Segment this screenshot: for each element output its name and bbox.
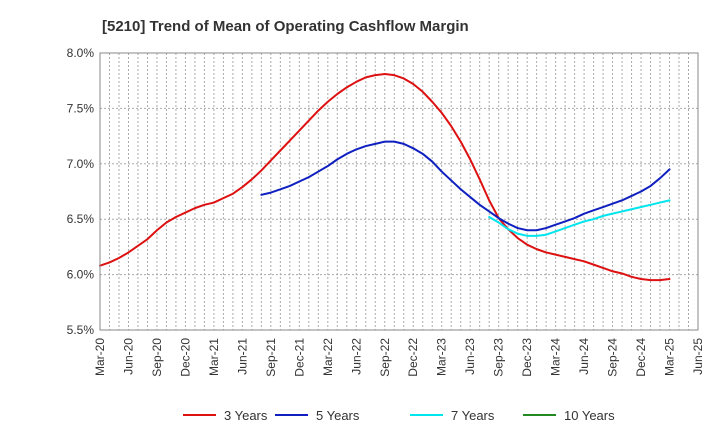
x-tick-label: Jun-24 [577,338,591,375]
chart-title: [5210] Trend of Mean of Operating Cashfl… [102,18,469,35]
x-tick-label: Jun-23 [463,338,477,375]
x-tick-label: Sep-20 [150,338,164,377]
x-tick-label: Jun-21 [235,338,249,375]
series-lines [99,73,671,282]
x-tick-label: Dec-23 [520,338,534,377]
legend-item-7-years: 7 Years [410,408,495,423]
x-axis-ticks: Mar-20 Jun-20 Sep-20 Dec-20 Mar-21 Jun-21 Sep-… [93,338,705,377]
x-tick-label: Jun-20 [121,338,135,375]
grid [100,53,698,330]
legend-label: 7 Years [451,408,495,423]
legend-item-10-years: 10 Years [523,408,615,423]
series-line-5-years [260,140,671,232]
x-tick-label: Mar-20 [93,338,107,376]
y-tick-label: 8.0% [67,46,95,60]
x-tick-label: Sep-22 [378,338,392,377]
legend-item-3-years: 3 Years [183,408,268,423]
series-line-7-years [488,199,671,237]
y-axis-ticks: 5.5% 6.0% 6.5% 7.0% 7.5% 8.0% [67,46,95,337]
y-tick-label: 6.5% [67,212,95,226]
y-tick-label: 7.5% [67,101,95,115]
x-tick-label: Dec-24 [634,338,648,377]
x-tick-label: Dec-20 [178,338,192,377]
plot-area-frame [99,52,699,331]
legend-label: 5 Years [316,408,360,423]
x-tick-label: Jun-22 [349,338,363,375]
legend-item-5-years: 5 Years [275,408,360,423]
x-tick-label: Sep-23 [492,338,506,377]
x-tick-label: Sep-21 [264,338,278,377]
x-tick-label: Dec-22 [406,338,420,377]
x-tick-label: Mar-25 [663,338,677,376]
x-tick-label: Mar-23 [435,338,449,376]
x-tick-label: Dec-21 [292,338,306,377]
x-tick-label: Mar-21 [207,338,221,376]
legend: 3 Years 5 Years 7 Years 10 Years [183,408,615,423]
x-tick-label: Mar-22 [321,338,335,376]
x-tick-label: Sep-24 [606,338,620,377]
legend-label: 10 Years [564,408,615,423]
y-tick-label: 6.0% [67,268,95,282]
y-tick-label: 5.5% [67,323,95,337]
y-tick-label: 7.0% [67,157,95,171]
x-tick-label: Mar-24 [549,338,563,376]
legend-label: 3 Years [224,408,268,423]
series-line-3-years [99,73,671,282]
x-tick-label: Jun-25 [691,338,705,375]
